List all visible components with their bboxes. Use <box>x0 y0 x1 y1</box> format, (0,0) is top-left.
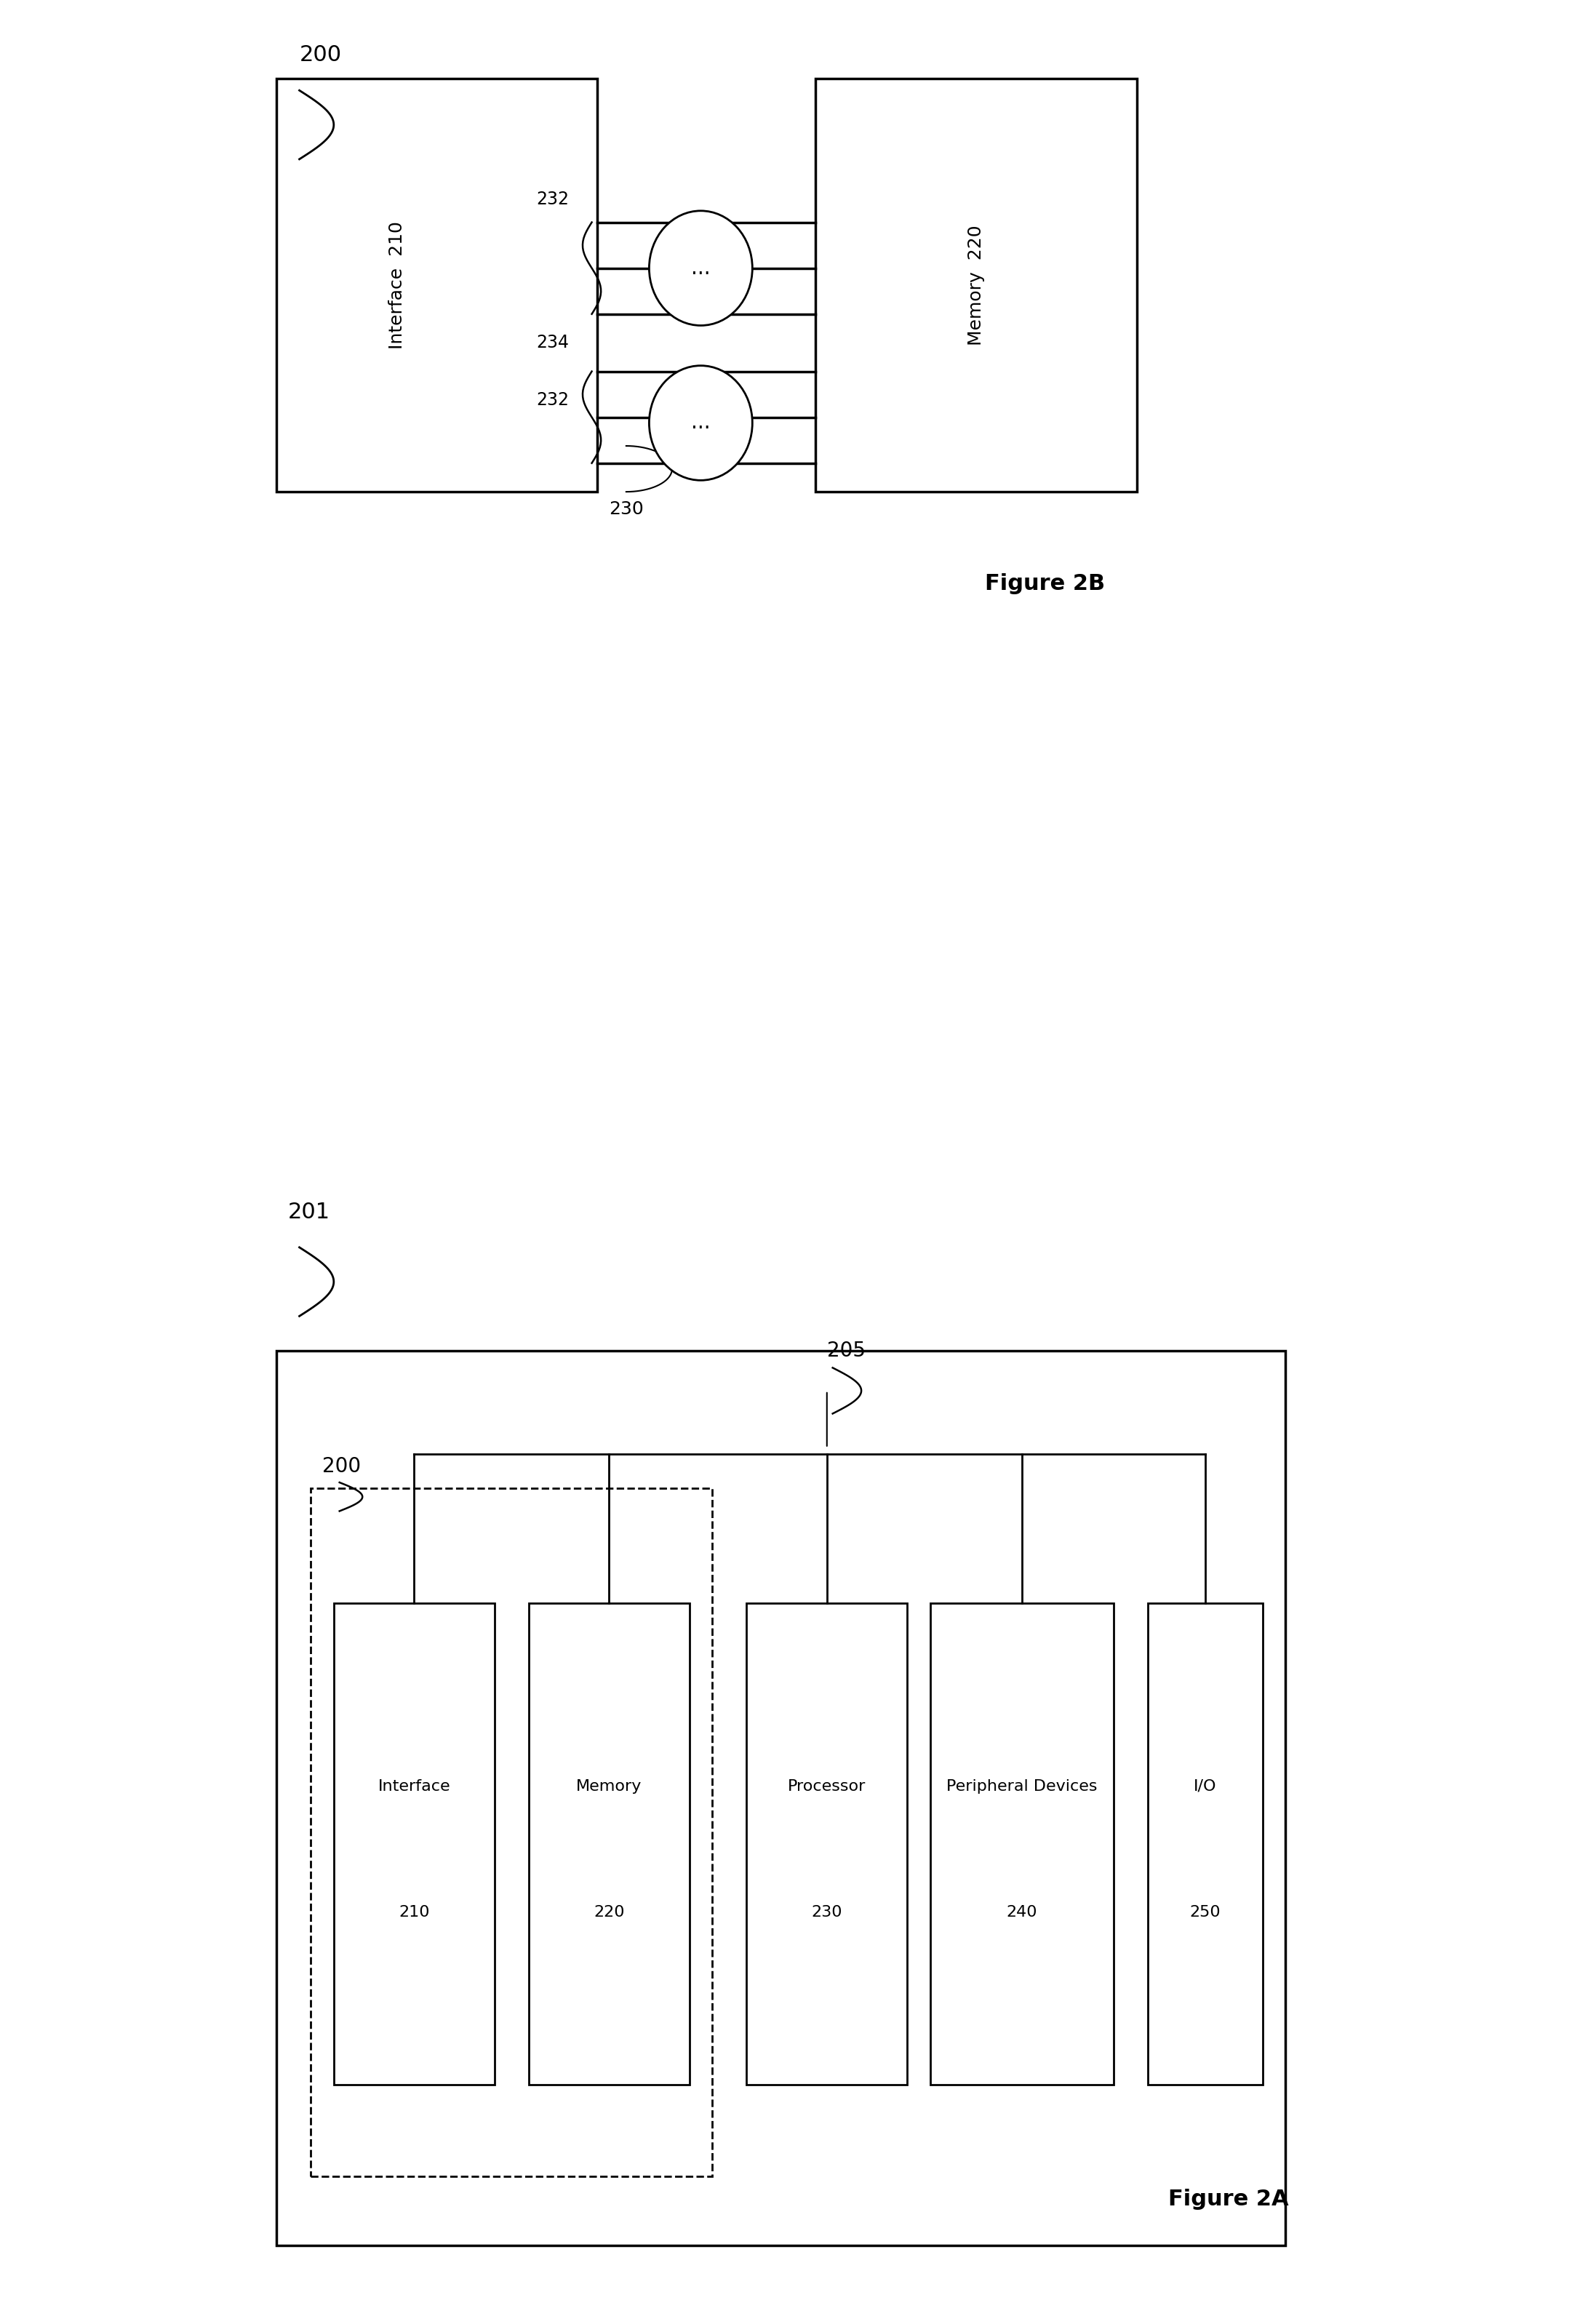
Ellipse shape <box>650 211 753 325</box>
Text: 250: 250 <box>1190 1906 1220 1920</box>
Text: 205: 205 <box>827 1341 865 1362</box>
Text: 230: 230 <box>812 1906 842 1920</box>
FancyBboxPatch shape <box>276 1350 1285 2245</box>
Text: ...: ... <box>691 258 710 279</box>
Ellipse shape <box>650 365 753 481</box>
Text: 230: 230 <box>609 500 644 518</box>
Text: ...: ... <box>691 414 710 432</box>
Text: Interface: Interface <box>377 1780 450 1794</box>
FancyBboxPatch shape <box>815 79 1136 493</box>
Text: Processor: Processor <box>788 1780 865 1794</box>
Text: 200: 200 <box>300 44 342 65</box>
Text: Memory: Memory <box>575 1780 642 1794</box>
Text: 210: 210 <box>398 1906 430 1920</box>
Text: 200: 200 <box>322 1457 361 1476</box>
FancyBboxPatch shape <box>276 79 598 493</box>
FancyBboxPatch shape <box>334 1604 495 2085</box>
Text: 232: 232 <box>536 191 569 209</box>
Text: 232: 232 <box>536 390 569 409</box>
Text: 234: 234 <box>536 335 569 351</box>
FancyBboxPatch shape <box>529 1604 689 2085</box>
Text: Interface  210: Interface 210 <box>388 221 406 349</box>
Text: 201: 201 <box>288 1202 330 1222</box>
Text: Peripheral Devices: Peripheral Devices <box>946 1780 1097 1794</box>
Text: I/O: I/O <box>1194 1780 1217 1794</box>
Text: 240: 240 <box>1006 1906 1037 1920</box>
Text: Figure 2A: Figure 2A <box>1168 2189 1289 2210</box>
Text: Memory  220: Memory 220 <box>967 225 984 346</box>
FancyBboxPatch shape <box>747 1604 907 2085</box>
FancyBboxPatch shape <box>1148 1604 1263 2085</box>
FancyBboxPatch shape <box>930 1604 1114 2085</box>
Text: Figure 2B: Figure 2B <box>984 574 1105 595</box>
Text: 220: 220 <box>593 1906 624 1920</box>
